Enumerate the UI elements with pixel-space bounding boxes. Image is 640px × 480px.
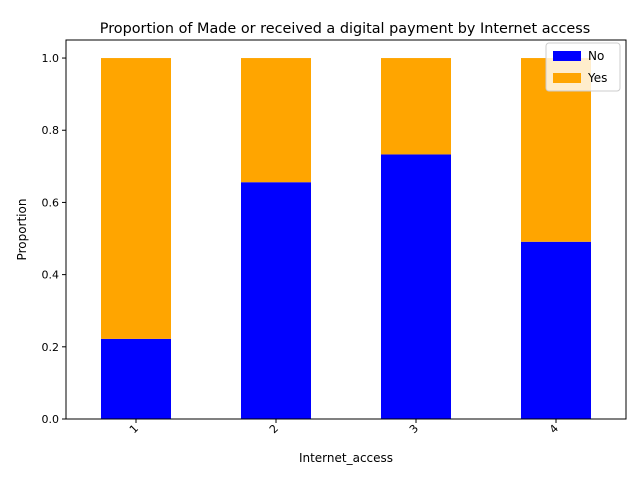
legend-label-no: No [588, 49, 604, 63]
legend-swatch-yes [553, 73, 581, 83]
bar-no-2 [241, 182, 311, 419]
bars-group [101, 58, 591, 419]
y-axis-label: Proportion [15, 199, 29, 261]
x-tick-label: 1 [127, 422, 141, 436]
y-tick-label: 0.4 [42, 269, 60, 282]
x-tick-label: 3 [407, 422, 421, 436]
x-axis-label: Internet_access [299, 451, 393, 465]
y-tick-label: 1.0 [42, 52, 60, 65]
x-tick-label: 4 [547, 422, 561, 436]
y-tick-label: 0.0 [42, 413, 60, 426]
bar-yes-3 [381, 58, 451, 155]
bar-yes-2 [241, 58, 311, 183]
bar-no-4 [521, 241, 591, 419]
legend-swatch-no [553, 51, 581, 61]
bar-yes-1 [101, 58, 171, 339]
legend-box [545, 42, 621, 92]
y-axis: 0.0 0.2 0.4 0.6 0.8 1.0 [42, 52, 66, 426]
y-tick-label: 0.6 [42, 196, 60, 209]
x-axis: 1 2 3 4 [127, 419, 561, 436]
x-tick-label: 2 [267, 422, 281, 436]
plot-frame [65, 39, 627, 420]
y-tick-label: 0.2 [42, 341, 60, 354]
legend: No Yes [545, 42, 621, 92]
legend-label-yes: Yes [587, 71, 607, 85]
chart-title: Proportion of Made or received a digital… [100, 21, 590, 37]
bar-no-3 [381, 154, 451, 419]
bar-no-1 [101, 338, 171, 419]
y-tick-label: 0.8 [42, 124, 60, 137]
